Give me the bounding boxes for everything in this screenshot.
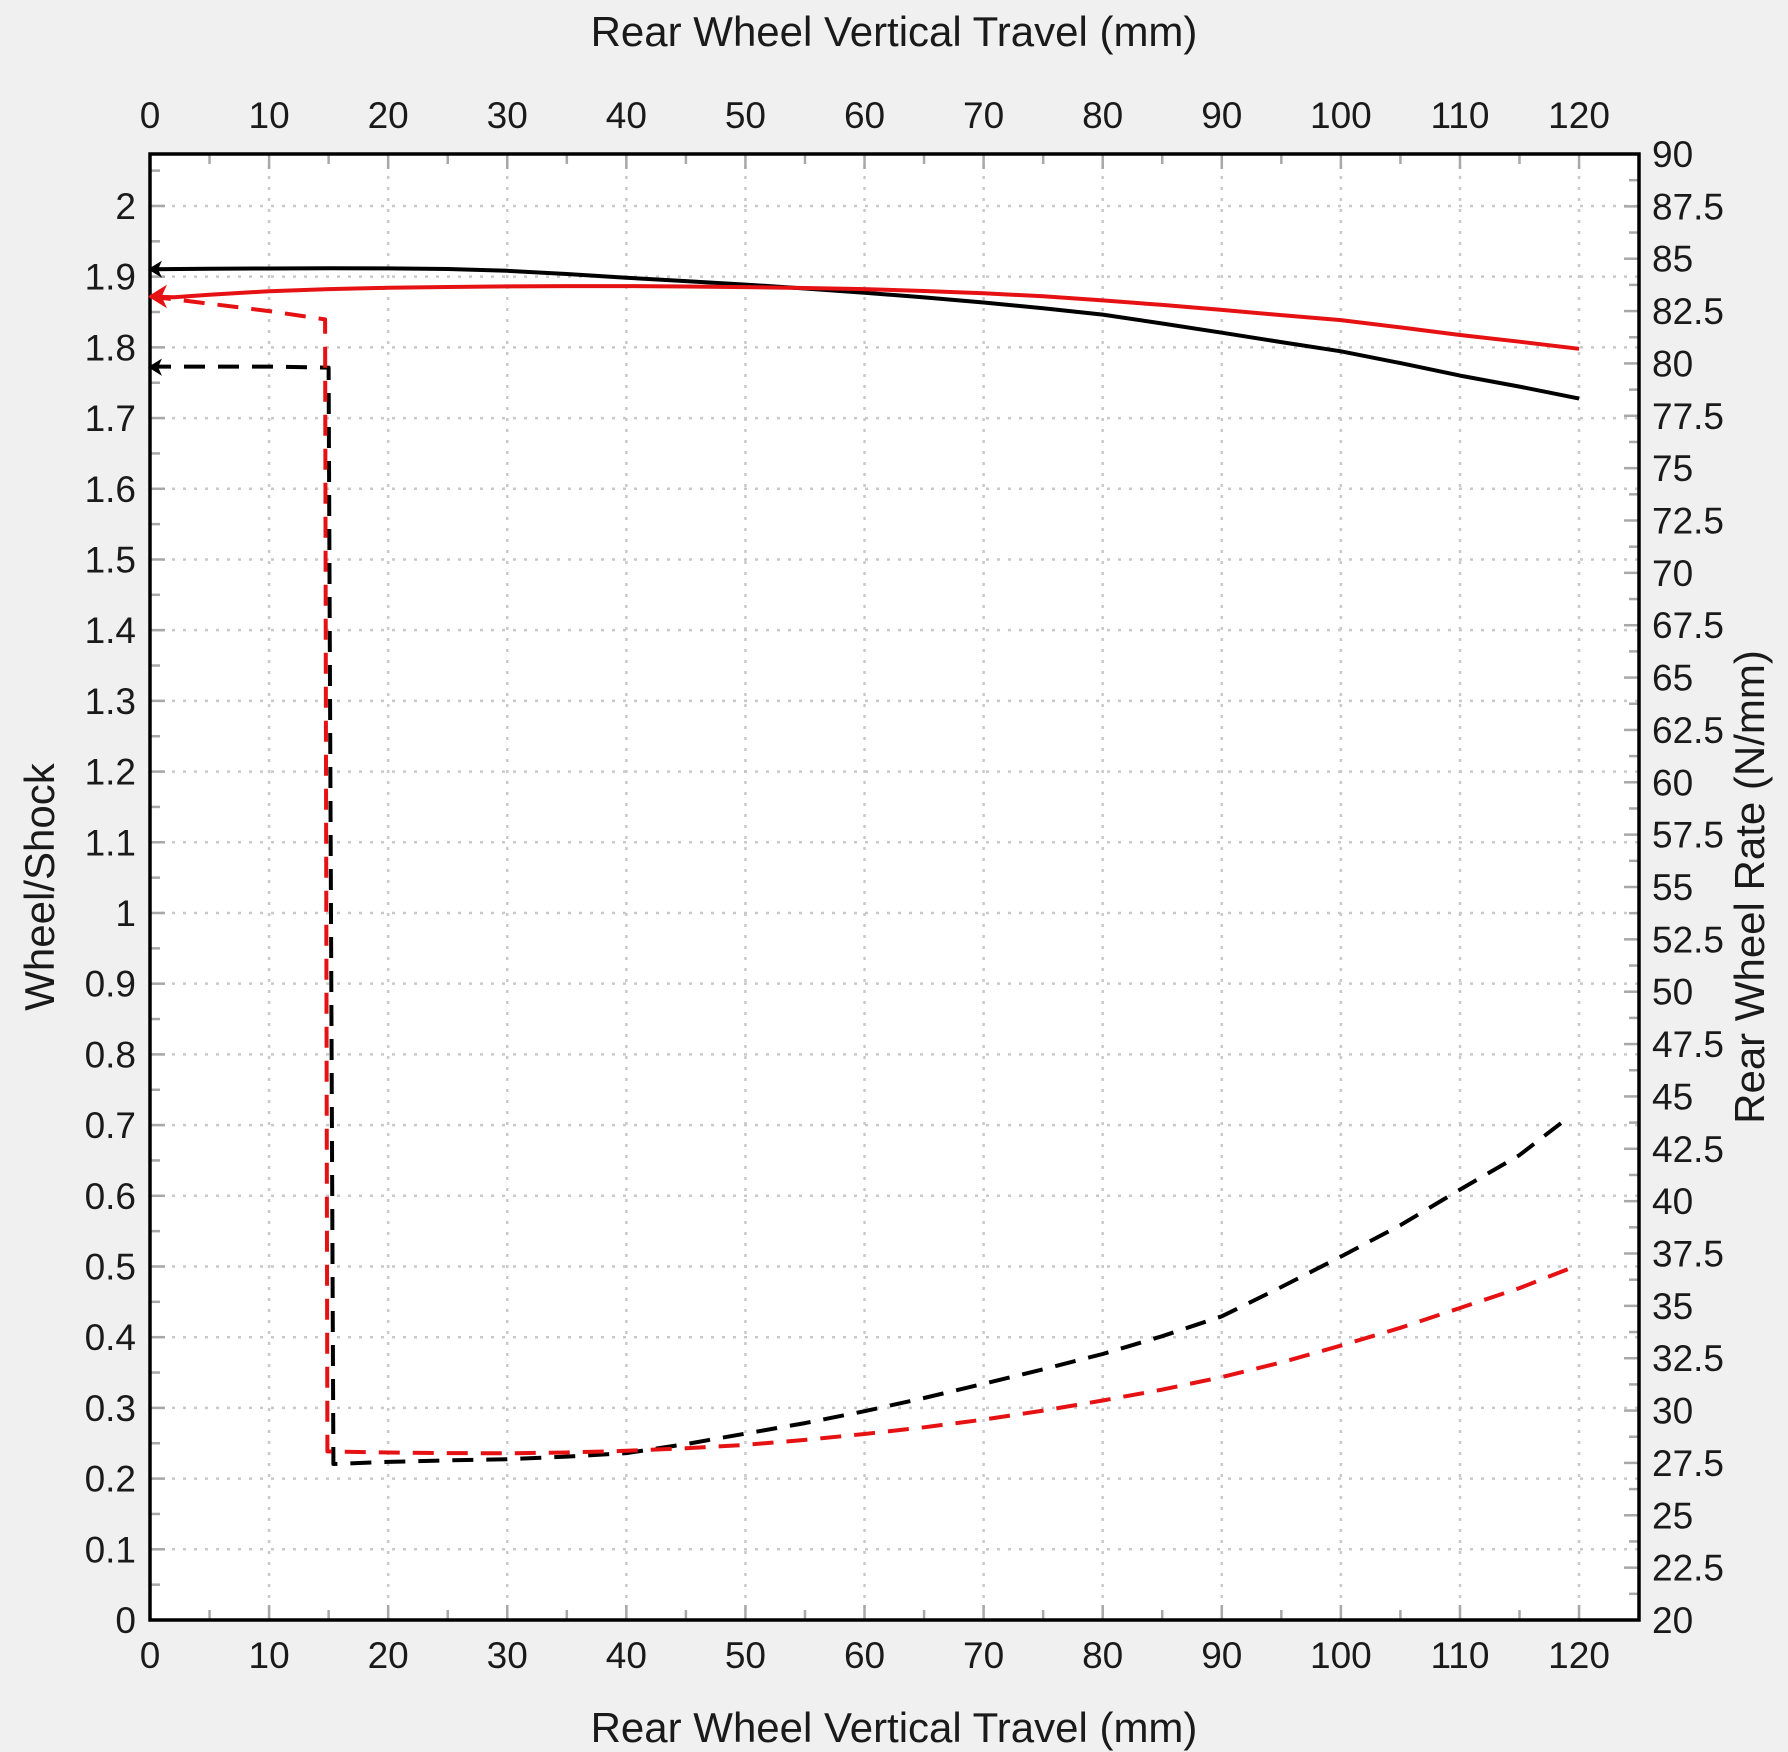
left-tick-label: 0.8 — [85, 1034, 136, 1075]
right-tick-label: 57.5 — [1652, 815, 1724, 856]
right-tick-label: 45 — [1652, 1076, 1693, 1117]
right-tick-label: 65 — [1652, 658, 1693, 699]
axis-ticks — [148, 152, 1638, 1622]
x-tick-label-top: 60 — [844, 95, 885, 136]
leverage-ratio-red-solid — [149, 284, 1580, 351]
plot-background — [150, 154, 1639, 1620]
right-tick-label: 32.5 — [1652, 1338, 1724, 1379]
x-tick-label-bottom: 80 — [1082, 1635, 1123, 1676]
x-tick-label-top: 0 — [140, 95, 161, 136]
left-tick-label: 0.4 — [85, 1317, 136, 1358]
x-tick-label-bottom: 40 — [606, 1635, 647, 1676]
right-tick-label: 70 — [1652, 553, 1693, 594]
left-tick-label: 0.2 — [85, 1459, 136, 1500]
right-tick-label: 67.5 — [1652, 605, 1724, 646]
left-tick-label: 0.5 — [85, 1246, 136, 1287]
left-tick-label: 0.3 — [85, 1388, 136, 1429]
right-tick-label: 30 — [1652, 1391, 1693, 1432]
x-tick-label-bottom: 20 — [368, 1635, 409, 1676]
x-tick-label-bottom: 60 — [844, 1635, 885, 1676]
right-tick-label: 85 — [1652, 239, 1693, 280]
x-tick-label-bottom: 70 — [963, 1635, 1004, 1676]
right-tick-label: 80 — [1652, 343, 1693, 384]
left-tick-label: 0.7 — [85, 1105, 136, 1146]
right-tick-label: 42.5 — [1652, 1129, 1724, 1170]
right-tick-label: 50 — [1652, 972, 1693, 1013]
leverage-ratio-black-solid — [149, 266, 1580, 401]
left-tick-label: 1.5 — [85, 539, 136, 580]
left-tick-label: 2 — [115, 186, 136, 227]
left-tick-label: 1.4 — [85, 610, 136, 651]
x-tick-label-top: 110 — [1430, 95, 1489, 136]
curve-start-marker — [148, 284, 167, 309]
x-tick-label-bottom: 120 — [1548, 1635, 1610, 1676]
x-tick-label-bottom: 10 — [249, 1635, 290, 1676]
x-tick-label-bottom: 90 — [1201, 1635, 1242, 1676]
right-tick-label: 40 — [1652, 1181, 1693, 1222]
right-tick-label: 27.5 — [1652, 1443, 1724, 1484]
right-tick-label: 37.5 — [1652, 1234, 1724, 1275]
left-tick-label: 1.6 — [85, 469, 136, 510]
left-tick-label: 0.1 — [85, 1529, 136, 1570]
x-tick-label-top: 40 — [606, 95, 647, 136]
x-tick-label-top: 50 — [725, 95, 766, 136]
x-tick-label-top: 30 — [487, 95, 528, 136]
left-tick-label: 1.8 — [85, 327, 136, 368]
right-tick-label: 90 — [1652, 134, 1693, 175]
left-tick-label: 1.7 — [85, 398, 136, 439]
curve-start-marker — [148, 260, 162, 278]
bottom-axis-title: Rear Wheel Vertical Travel (mm) — [591, 1704, 1198, 1751]
tick-labels: 0010102020303040405050606070708080909010… — [85, 95, 1724, 1676]
right-tick-label: 75 — [1652, 448, 1693, 489]
x-tick-label-bottom: 50 — [725, 1635, 766, 1676]
left-tick-label: 1.1 — [85, 822, 136, 863]
x-tick-label-top: 20 — [368, 95, 409, 136]
right-tick-label: 87.5 — [1652, 186, 1724, 227]
right-tick-label: 20 — [1652, 1600, 1693, 1641]
x-tick-label-top: 80 — [1082, 95, 1123, 136]
left-tick-label: 1.3 — [85, 681, 136, 722]
right-tick-label: 62.5 — [1652, 710, 1724, 751]
left-tick-label: 0.6 — [85, 1176, 136, 1217]
x-tick-label-bottom: 0 — [140, 1635, 161, 1676]
x-tick-label-bottom: 100 — [1310, 1635, 1372, 1676]
right-tick-label: 47.5 — [1652, 1024, 1724, 1065]
right-tick-label: 72.5 — [1652, 501, 1724, 542]
right-tick-label: 60 — [1652, 762, 1693, 803]
x-tick-label-bottom: 30 — [487, 1635, 528, 1676]
left-axis-title: Wheel/Shock — [16, 762, 63, 1010]
left-tick-label: 1 — [115, 893, 136, 934]
right-tick-label: 22.5 — [1652, 1548, 1724, 1589]
wheel-rate-red-dashed — [149, 294, 1574, 1456]
right-tick-label: 25 — [1652, 1495, 1693, 1536]
x-tick-label-bottom: 110 — [1430, 1635, 1489, 1676]
x-tick-label-top: 90 — [1201, 95, 1242, 136]
top-axis-title: Rear Wheel Vertical Travel (mm) — [591, 8, 1198, 55]
curve-start-marker — [148, 358, 162, 376]
right-tick-label: 77.5 — [1652, 396, 1724, 437]
x-tick-label-top: 70 — [963, 95, 1004, 136]
plot-area: 0010102020303040405050606070708080909010… — [85, 95, 1724, 1676]
right-tick-label: 52.5 — [1652, 919, 1724, 960]
left-tick-label: 1.9 — [85, 257, 136, 298]
left-tick-label: 0 — [115, 1600, 136, 1641]
right-tick-label: 35 — [1652, 1286, 1693, 1327]
right-tick-label: 55 — [1652, 867, 1693, 908]
right-tick-label: 82.5 — [1652, 291, 1724, 332]
wheel-rate-black-dashed — [150, 364, 1569, 1466]
plot-border — [148, 152, 1641, 1622]
left-tick-label: 0.9 — [85, 964, 136, 1005]
x-tick-label-top: 10 — [249, 95, 290, 136]
gridlines — [150, 154, 1639, 1620]
x-tick-label-top: 120 — [1548, 95, 1610, 136]
right-axis-title: Rear Wheel Rate (N/mm) — [1726, 650, 1773, 1124]
x-tick-label-top: 100 — [1310, 95, 1372, 136]
left-tick-label: 1.2 — [85, 752, 136, 793]
